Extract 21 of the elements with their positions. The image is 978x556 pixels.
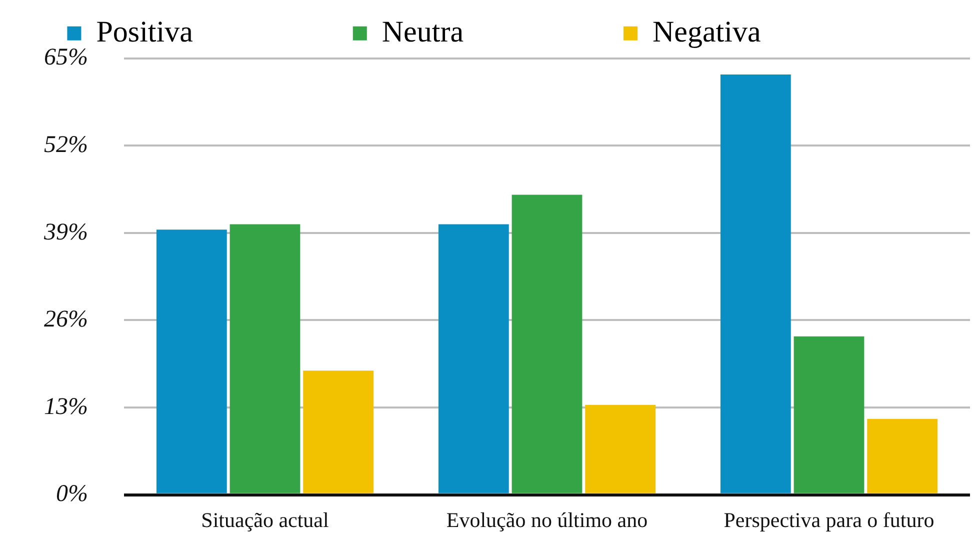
y-tick-label: 26% xyxy=(44,306,88,333)
y-tick-label: 65% xyxy=(44,44,88,71)
legend-label: Positiva xyxy=(96,15,343,48)
bar xyxy=(512,194,582,494)
x-tick-label: Perspectiva para o futuro xyxy=(724,508,934,532)
y-tick-label: 13% xyxy=(44,394,88,420)
bar xyxy=(230,224,300,494)
bar xyxy=(720,74,791,494)
bar xyxy=(794,336,864,494)
bar xyxy=(156,230,227,494)
bar xyxy=(867,418,938,494)
y-tick-label: 39% xyxy=(42,219,88,246)
legend-label: Neutra xyxy=(382,15,614,48)
bar xyxy=(303,370,374,494)
y-tick-label: 0% xyxy=(56,481,88,508)
y-tick-label: 52% xyxy=(44,132,88,158)
legend-label: Negativa xyxy=(652,15,911,48)
bar xyxy=(438,224,509,494)
bar xyxy=(585,404,656,494)
x-tick-label: Situação actual xyxy=(201,508,329,532)
x-tick-label: Evolução no último ano xyxy=(446,508,648,532)
